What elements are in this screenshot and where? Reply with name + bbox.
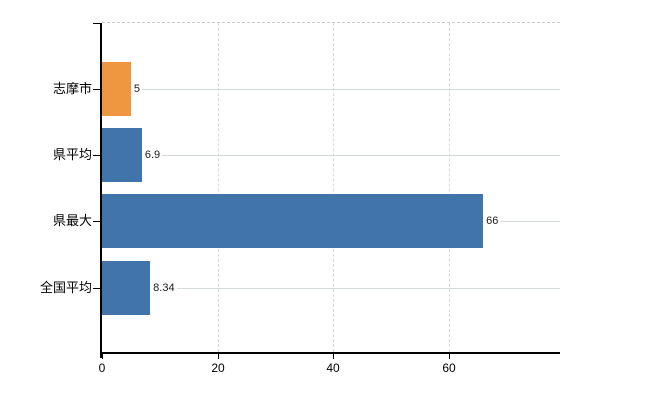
x-tick-label: 0 xyxy=(98,361,106,375)
x-axis-tick xyxy=(218,354,219,359)
value-label: 66 xyxy=(486,214,499,227)
bar-default-1 xyxy=(102,128,142,182)
vertical-gridline xyxy=(449,23,450,352)
x-axis-tick xyxy=(102,354,103,359)
bar-row: 8.34 xyxy=(102,261,560,315)
category-label: 志摩市 xyxy=(52,81,92,96)
bar-highlight-0 xyxy=(102,62,131,116)
horizontal-gridline xyxy=(162,154,560,156)
bar-row: 6.9 xyxy=(102,128,560,182)
x-axis-tick xyxy=(449,354,450,359)
y-axis-tick xyxy=(93,89,100,90)
bar-default-3 xyxy=(102,261,151,315)
y-axis-tick xyxy=(93,288,100,289)
y-axis-tick xyxy=(93,155,100,156)
category-label: 県最大 xyxy=(52,213,92,228)
vertical-gridline xyxy=(333,23,334,352)
category-label: 全国平均 xyxy=(39,280,92,295)
x-axis-tick xyxy=(333,354,334,359)
x-tick-label: 40 xyxy=(326,361,340,375)
bar-row: 5 xyxy=(102,62,560,116)
horizontal-gridline xyxy=(176,287,560,289)
x-tick-label: 20 xyxy=(211,361,225,375)
horizontal-gridline xyxy=(500,220,560,222)
x-axis-line xyxy=(100,352,560,354)
bar-row: 66 xyxy=(102,194,560,248)
category-label: 県平均 xyxy=(52,147,92,162)
y-axis-line xyxy=(100,23,102,358)
y-axis-tick xyxy=(93,221,100,222)
value-label: 8.34 xyxy=(153,281,175,294)
x-tick-label: 60 xyxy=(442,361,456,375)
vertical-gridline xyxy=(218,23,219,352)
value-label: 5 xyxy=(133,82,140,95)
y-axis-tick xyxy=(93,23,100,24)
bar-default-2 xyxy=(102,194,484,248)
horizontal-gridline xyxy=(142,88,560,90)
plot-top-border xyxy=(102,22,560,23)
value-label: 6.9 xyxy=(144,148,161,161)
